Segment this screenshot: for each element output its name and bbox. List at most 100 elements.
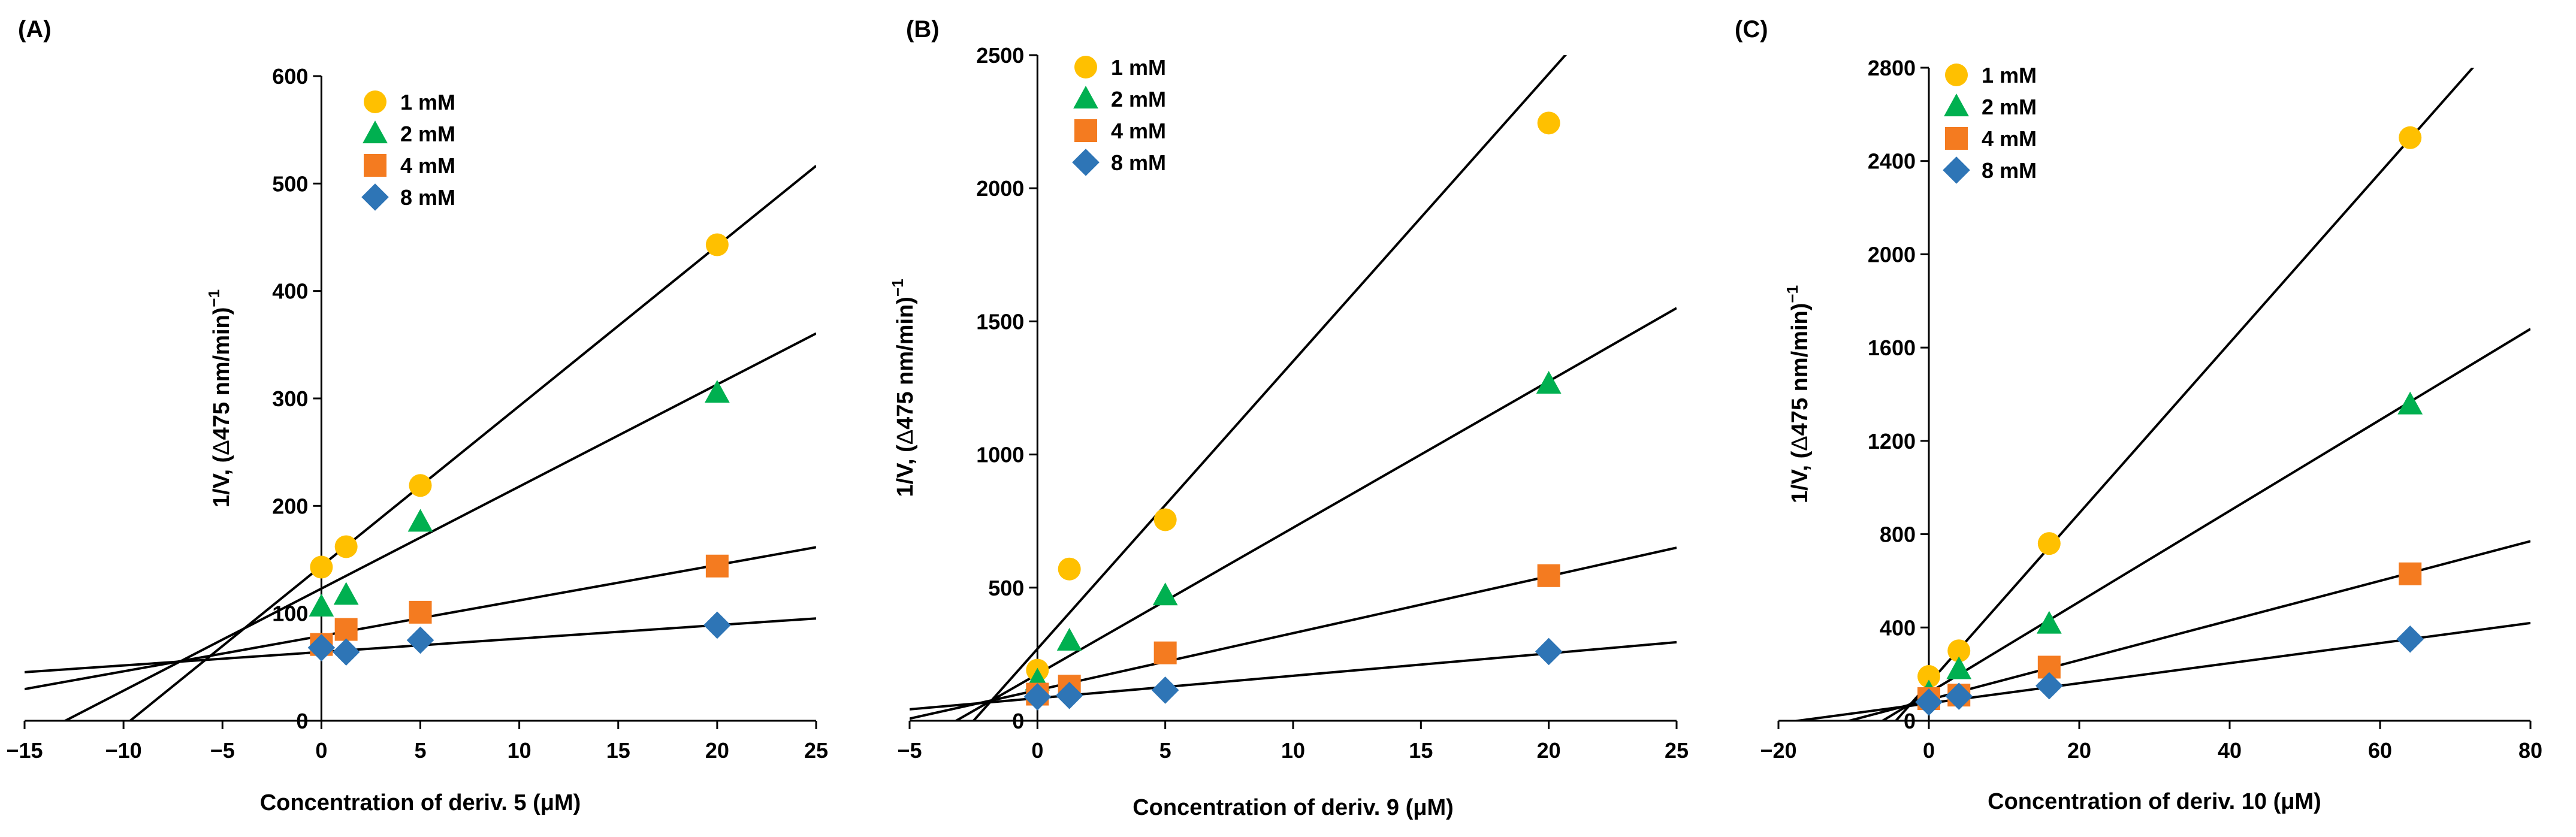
y-tick-label: 1600: [1868, 336, 1916, 360]
data-point: [409, 474, 432, 497]
data-point: [2399, 562, 2422, 585]
x-tick-label: −5: [210, 738, 235, 763]
chart-panel-1: (A)−15 −10 −5 0 5 10 15 20 250100200300400500600…: [6, 16, 828, 815]
y-tick-label: 500: [272, 171, 308, 196]
legend-label: 4 mM: [400, 153, 455, 178]
legend-marker: [1944, 93, 1969, 117]
chart-panel-2: (B) −5 0 5 10 15 20 25 0 500 1000 1500 2000 2500 Conce…: [889, 16, 1689, 820]
data-point: [1945, 682, 1973, 710]
legend-label: 2 mM: [1982, 95, 2037, 119]
data-point: [1537, 564, 1560, 587]
x-axis-title: Concentration of deriv. 9 (μM): [1133, 795, 1454, 820]
chart-panel-3: (C)−20 0 20 40 60 800400800120016002000240028…: [1735, 16, 2542, 814]
data-point: [1058, 557, 1081, 581]
legend-marker: [361, 183, 389, 211]
y-axis-title-suffix: 475 nm/min): [1787, 303, 1813, 436]
y-tick-label: 0: [296, 709, 308, 733]
y-tick-label: 300: [272, 386, 308, 411]
y-tick-label: 2000: [976, 176, 1024, 201]
y-tick-label: 400: [1880, 615, 1916, 640]
y-axis-title-delta: Δ: [209, 440, 234, 455]
y-axis-title-delta: Δ: [1787, 436, 1813, 451]
data-point: [334, 618, 358, 641]
data-point: [2397, 391, 2423, 415]
data-point: [310, 555, 333, 579]
legend-label: 8 mM: [1982, 158, 2037, 183]
data-point: [1153, 641, 1177, 664]
y-tick-label: 2800: [1868, 56, 1916, 80]
legend-label: 2 mM: [1111, 87, 1166, 111]
y-tick-label: 2500: [976, 43, 1024, 68]
fit-line: [1880, 328, 2530, 721]
y-axis-title: 1/V, (Δ475 nm/min)−1: [1783, 285, 1813, 503]
legend-marker: [363, 120, 388, 144]
data-point: [2396, 625, 2424, 653]
fit-line: [953, 307, 1677, 721]
legend-label: 8 mM: [1111, 150, 1166, 175]
x-tick-label: 20: [705, 738, 729, 763]
data-point: [334, 535, 358, 558]
data-point: [1153, 508, 1177, 531]
y-tick-label: 400: [272, 279, 308, 304]
y-axis-title-delta: Δ: [893, 430, 918, 445]
x-tick-label: 25: [1665, 738, 1689, 763]
legend-label: 1 mM: [1982, 63, 2037, 87]
legend-label: 2 mM: [400, 122, 455, 146]
x-tick-label: 5: [1159, 738, 1171, 763]
data-point: [409, 600, 432, 624]
legend-marker: [1074, 56, 1097, 78]
x-tick-label: 25: [804, 738, 828, 763]
fit-line: [62, 332, 816, 721]
legend-marker: [1073, 86, 1098, 109]
data-point: [332, 638, 360, 666]
y-axis-title: 1/V, (Δ475 nm/min)−1: [889, 279, 918, 497]
x-tick-label: 80: [2518, 738, 2542, 763]
x-tick-label: −20: [1760, 738, 1796, 763]
x-tick-label: 40: [2218, 738, 2242, 763]
y-tick-label: 2400: [1868, 149, 1916, 174]
y-axis-title-suffix: 475 nm/min): [209, 307, 234, 440]
data-point: [1056, 627, 1082, 651]
data-point: [2399, 126, 2422, 149]
legend-marker: [1074, 119, 1097, 142]
y-axis-title-prefix: 1/V, (: [893, 445, 918, 497]
data-point: [1536, 370, 1562, 394]
x-tick-label: 10: [1281, 738, 1305, 763]
y-axis-title-exponent: −1: [205, 289, 223, 307]
x-tick-label: 0: [315, 738, 327, 763]
fit-lines: [1788, 68, 2530, 721]
x-tick-label: −5: [897, 738, 922, 763]
data-point: [705, 554, 729, 578]
legend-marker: [364, 90, 386, 113]
data-point: [407, 509, 433, 532]
y-tick-label: 0: [1904, 709, 1916, 733]
x-tick-label: 5: [414, 738, 426, 763]
data-point: [1946, 656, 1972, 679]
legend-marker: [364, 154, 386, 177]
data-point: [1915, 688, 1943, 716]
x-tick-label: 15: [606, 738, 630, 763]
legend-marker: [1943, 156, 1970, 184]
data-point: [2036, 611, 2062, 634]
y-tick-label: 200: [272, 494, 308, 518]
y-tick-label: 1500: [976, 309, 1024, 334]
y-tick-label: 1000: [976, 443, 1024, 467]
y-tick-label: 0: [1012, 709, 1024, 733]
x-tick-label: 0: [1923, 738, 1935, 763]
y-axis-title-prefix: 1/V, (: [1787, 451, 1813, 503]
y-tick-label: 600: [272, 64, 308, 89]
legend-label: 4 mM: [1111, 119, 1166, 143]
data-point: [705, 233, 729, 256]
legend-marker: [1945, 127, 1968, 150]
data-point: [1055, 681, 1083, 709]
x-tick-label: 15: [1409, 738, 1433, 763]
fit-line: [1894, 68, 2475, 721]
y-axis-title-exponent: −1: [1783, 285, 1801, 303]
legend-label: 1 mM: [1111, 55, 1166, 80]
x-tick-label: 10: [508, 738, 531, 763]
data-point: [406, 626, 434, 654]
panel-label: (C): [1735, 16, 1768, 43]
data-point: [1917, 665, 1940, 688]
x-tick-label: 60: [2368, 738, 2392, 763]
